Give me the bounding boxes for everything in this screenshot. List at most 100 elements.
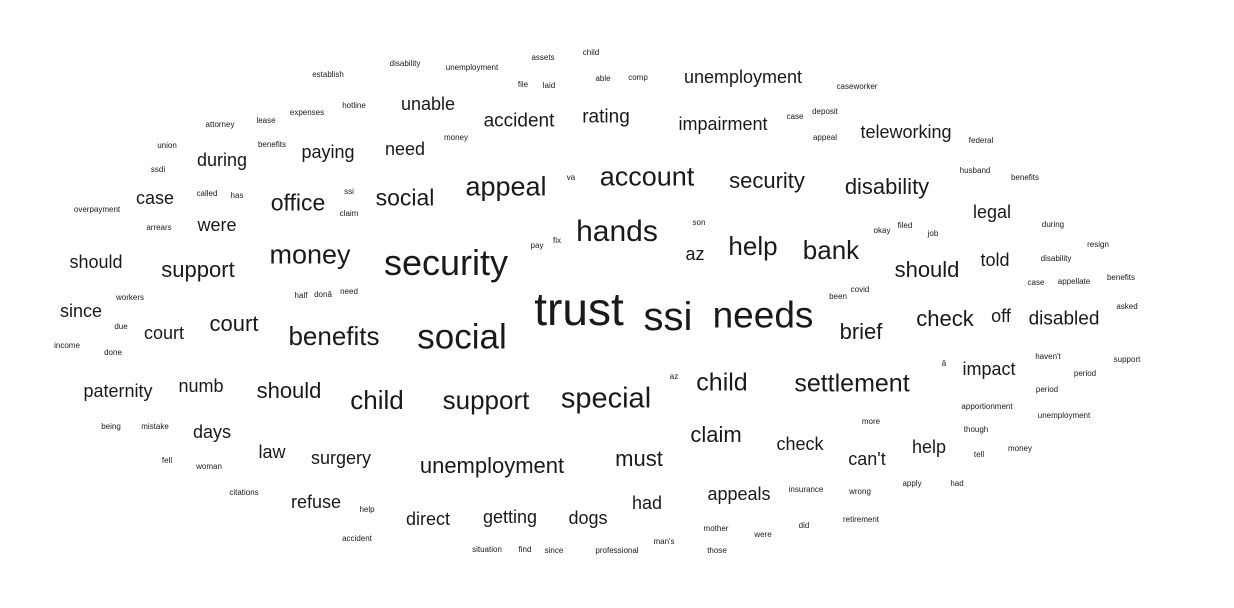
- word: appellate: [1057, 277, 1091, 286]
- word: citations: [229, 488, 259, 497]
- word: legal: [972, 202, 1012, 222]
- word: deposit: [812, 107, 838, 116]
- word: fix: [553, 236, 561, 245]
- word: workers: [115, 293, 145, 302]
- word: days: [192, 422, 232, 442]
- word: fell: [161, 456, 173, 465]
- word: federal: [968, 136, 994, 145]
- word: situation: [472, 545, 502, 554]
- word: unemployment: [419, 453, 565, 478]
- word: more: [861, 417, 881, 426]
- word: pay: [530, 241, 544, 250]
- word: job: [927, 229, 939, 238]
- word: help: [911, 437, 947, 457]
- word: brief: [839, 319, 883, 344]
- word: husband: [959, 166, 991, 175]
- word: being: [101, 422, 121, 431]
- word: can't: [848, 449, 886, 469]
- word: were: [754, 530, 772, 539]
- word: due: [114, 322, 128, 331]
- word: money: [269, 239, 351, 270]
- word: money: [1007, 444, 1033, 453]
- word: done: [104, 348, 122, 357]
- word: unemployment: [445, 63, 499, 72]
- word: hotline: [342, 101, 366, 110]
- word: ssi: [344, 187, 354, 196]
- word: law: [258, 442, 286, 462]
- word: mistake: [141, 422, 169, 431]
- word: benefits: [1106, 273, 1136, 282]
- word: unemployment: [683, 67, 803, 87]
- word: need: [340, 287, 358, 296]
- word: impairment: [678, 114, 768, 134]
- word: disability: [844, 174, 930, 199]
- word: insurance: [788, 485, 824, 494]
- word: paternity: [83, 381, 153, 401]
- word: special: [560, 382, 652, 415]
- word: apply: [902, 479, 922, 488]
- word: benefits: [257, 140, 287, 149]
- word: apportionment: [961, 402, 1013, 411]
- word: ssdi: [150, 165, 166, 174]
- word: since: [544, 546, 564, 555]
- word: covid: [850, 285, 870, 294]
- word: professional: [595, 546, 639, 555]
- word: case: [786, 112, 804, 121]
- word: laid: [542, 81, 556, 90]
- word: has: [230, 191, 244, 200]
- word: support: [161, 257, 235, 282]
- word: comp: [628, 73, 648, 82]
- word: getting: [482, 507, 538, 527]
- word: appeal: [812, 133, 838, 142]
- word: should: [69, 252, 123, 272]
- word: settlement: [794, 369, 910, 398]
- word: donâ: [314, 290, 332, 299]
- word: hands: [576, 215, 658, 248]
- word: accident: [342, 534, 372, 543]
- word: va: [566, 173, 576, 182]
- word: asked: [1116, 302, 1138, 311]
- word: period: [1035, 385, 1059, 394]
- word: okay: [873, 226, 891, 235]
- word: union: [157, 141, 177, 150]
- word: find: [518, 545, 532, 554]
- word: appeal: [465, 171, 547, 202]
- word: case: [1027, 278, 1045, 287]
- word: bank: [802, 235, 860, 265]
- word: â: [941, 359, 947, 368]
- word: had: [631, 493, 663, 513]
- word: resign: [1087, 240, 1109, 249]
- word: did: [798, 521, 810, 530]
- word: income: [54, 341, 80, 350]
- word: support: [1113, 355, 1141, 364]
- word: lease: [256, 116, 276, 125]
- word: were: [197, 215, 237, 235]
- word: expenses: [289, 108, 325, 117]
- word: numb: [178, 376, 224, 396]
- word: period: [1073, 369, 1097, 378]
- word: appeals: [707, 484, 771, 504]
- word: benefits: [1010, 173, 1040, 182]
- word: wrong: [849, 487, 871, 496]
- word: retirement: [842, 515, 880, 524]
- word: during: [1041, 220, 1065, 229]
- word: able: [595, 74, 611, 83]
- word: need: [384, 139, 426, 159]
- word: called: [196, 189, 218, 198]
- word: during: [196, 150, 248, 170]
- word: ssi: [643, 295, 693, 339]
- word: needs: [712, 294, 814, 336]
- word: been: [829, 292, 847, 301]
- word: told: [980, 250, 1010, 270]
- word: claim: [339, 209, 359, 218]
- word: tell: [973, 450, 985, 459]
- word: court: [143, 323, 185, 343]
- word: direct: [405, 509, 451, 529]
- word: check: [916, 306, 974, 331]
- word: arrears: [146, 223, 172, 232]
- word: woman: [196, 462, 222, 471]
- word: establish: [312, 70, 344, 79]
- word: benefits: [288, 321, 380, 351]
- word: security: [383, 242, 509, 283]
- word: security: [729, 168, 805, 193]
